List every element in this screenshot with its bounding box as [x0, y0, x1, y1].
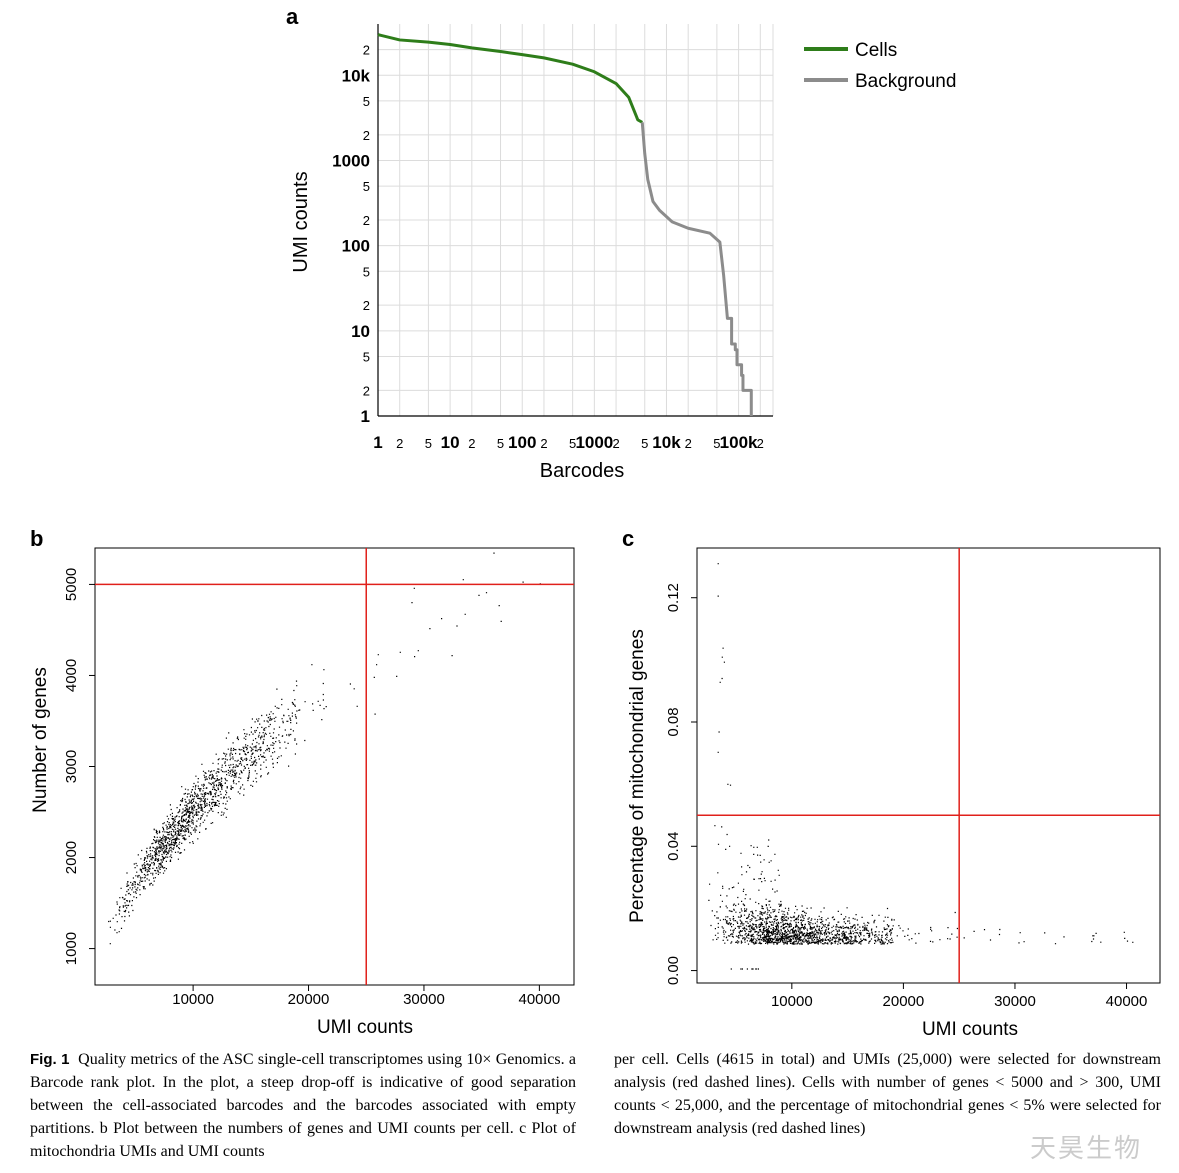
y-tick-label: 0.12 — [665, 583, 682, 612]
y-tick-label: 10 — [351, 322, 370, 341]
figure-canvas: 1 2 5 10 2 5 100 2 5 1000 2 5 10k 2 5 100k 2125102510025… — [30, 24, 1161, 1040]
panel-c-letter: c — [622, 526, 635, 551]
y-tick-label: 0.08 — [665, 707, 682, 736]
y-tick-label: 2 — [363, 383, 370, 398]
x-axis-title: UMI counts — [317, 1017, 413, 1038]
x-tick-label: 5 — [425, 436, 432, 451]
x-tick-label: 1 — [373, 433, 382, 452]
x-tick-label: 1000 — [575, 433, 613, 452]
y-tick-label: 2000 — [63, 841, 80, 874]
panel-a-letter: a — [286, 4, 299, 29]
mito-vs-umi-scatter: 10000 20000 30000 40000 0.00 0.04 0.08 0.12 UMI … — [627, 547, 1161, 1040]
plot-frame — [696, 547, 1161, 984]
y-tick-label: 5 — [363, 349, 370, 364]
watermark-logo: 天昊生物 — [1030, 1134, 1143, 1164]
caption-text-left: Quality metrics of the ASC single-cell t… — [30, 1051, 577, 1160]
x-tick-label: 30000 — [994, 993, 1036, 1010]
legend-label-cells: Cells — [855, 40, 897, 61]
y-tick-label: 5 — [363, 94, 370, 109]
y-tick-label: 5 — [363, 264, 370, 279]
x-axis-title: UMI counts — [922, 1019, 1018, 1040]
y-tick-label: 2 — [363, 298, 370, 313]
y-axis-title: Number of genes — [30, 667, 51, 813]
y-tick-label: 0.00 — [665, 956, 682, 985]
x-tick-label: 2 — [396, 436, 403, 451]
caption-right: per cell. Cells (4615 in total) and UMIs… — [614, 1048, 1161, 1140]
y-axis-title: UMI counts — [290, 171, 312, 272]
y-tick-label: 1000 — [332, 151, 370, 170]
x-tick-label: 5 — [713, 436, 720, 451]
figure-label: Fig. 1 — [30, 1051, 70, 1068]
cells-series-line — [377, 33, 643, 124]
y-tick-label: 2 — [363, 128, 370, 143]
x-tick-label: 10k — [652, 433, 681, 452]
y-axis-title: Percentage of mitochondrial genes — [627, 629, 648, 923]
y-tick-label: 2 — [363, 213, 370, 228]
scatter-points — [108, 552, 541, 945]
x-tick-label: 100 — [508, 433, 536, 452]
x-tick-label: 5 — [497, 436, 504, 451]
y-tick-label: 2 — [363, 43, 370, 58]
barcode-rank-plot: 1 2 5 10 2 5 100 2 5 1000 2 5 10k 2 5 100k 2125102510025… — [290, 24, 956, 482]
y-tick-label: 5000 — [63, 568, 80, 601]
x-tick-label: 20000 — [288, 991, 330, 1008]
caption-left: Fig. 1 Quality metrics of the ASC single… — [30, 1048, 576, 1163]
y-tick-label: 5 — [363, 179, 370, 194]
y-tick-label: 3000 — [63, 750, 80, 783]
x-tick-label: 30000 — [403, 991, 445, 1008]
x-tick-label: 10000 — [172, 991, 214, 1008]
y-tick-label: 1 — [361, 407, 370, 426]
y-tick-label: 0.04 — [665, 832, 682, 861]
x-tick-label: 100k — [720, 433, 758, 452]
x-tick-label: 2 — [540, 436, 547, 451]
x-axis-title: Barcodes — [540, 460, 625, 482]
x-tick-label: 10000 — [771, 993, 813, 1010]
x-tick-label: 10 — [441, 433, 460, 452]
scatter-points — [708, 563, 1134, 970]
background-series-line — [640, 122, 753, 416]
caption-text-right: per cell. Cells (4615 in total) and UMIs… — [614, 1051, 1161, 1137]
x-tick-label: 2 — [612, 436, 619, 451]
panel-b-letter: b — [30, 526, 44, 551]
y-tick-label: 1000 — [63, 932, 80, 965]
x-tick-label: 5 — [569, 436, 576, 451]
x-tick-label: 2 — [757, 436, 764, 451]
x-tick-label: 40000 — [519, 991, 561, 1008]
y-tick-label: 100 — [342, 237, 370, 256]
y-tick-label: 10k — [342, 66, 371, 85]
legend-label-background: Background — [855, 71, 956, 92]
genes-vs-umi-scatter: 10000 20000 30000 40000 1000 2000 3000 4000 5000… — [30, 547, 575, 1038]
x-tick-label: 5 — [641, 436, 648, 451]
y-tick-label: 4000 — [63, 659, 80, 692]
x-tick-label: 20000 — [883, 993, 925, 1010]
plot-frame — [94, 547, 575, 986]
x-tick-label: 2 — [468, 436, 475, 451]
x-tick-label: 2 — [685, 436, 692, 451]
x-tick-label: 40000 — [1106, 993, 1148, 1010]
